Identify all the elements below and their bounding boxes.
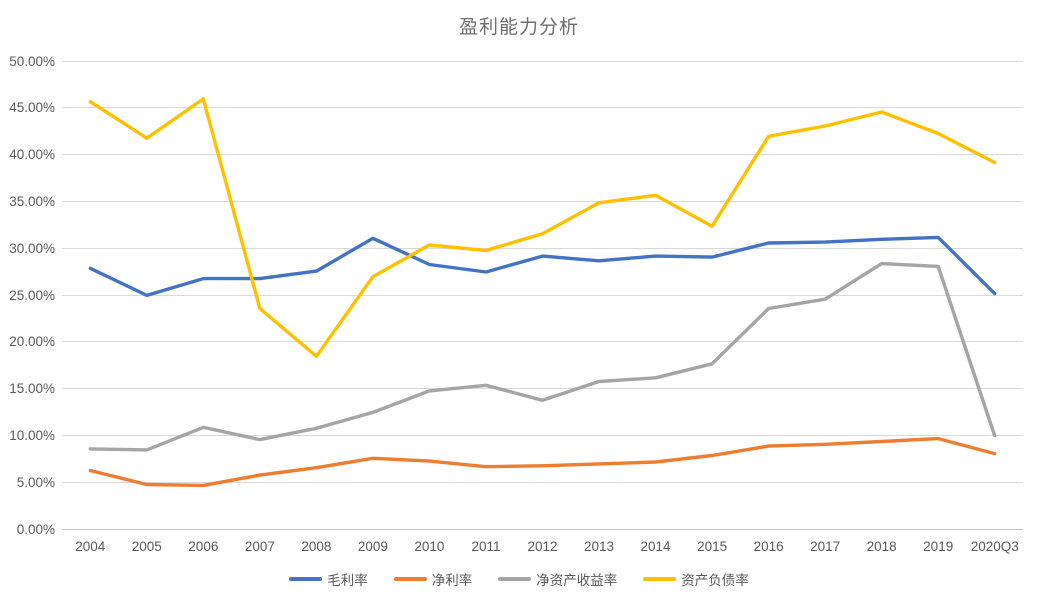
series-line [88,97,997,358]
legend-swatch-icon [643,577,677,581]
y-tick-label: 40.00% [9,147,55,162]
y-tick-label: 15.00% [9,381,55,396]
series-line [88,436,997,488]
x-tick-label: 2014 [641,539,672,554]
legend-label: 净利率 [431,573,473,588]
x-tick-label: 2019 [923,539,953,554]
x-tick-label: 2006 [188,539,218,554]
y-tick-label: 0.00% [17,522,55,537]
x-tick-label: 2011 [471,539,500,554]
x-tick-label: 2017 [810,539,840,554]
plot-area: 0.00% 5.00% 10.00% 15.00% 20.00% 25.00% 30.00%… [9,54,1023,554]
x-tick-label: 2018 [867,539,897,554]
legend-item: 净资产收益率 [498,569,617,589]
legend-swatch-icon [498,577,532,581]
y-tick-label: 20.00% [9,334,55,349]
legend-label: 毛利率 [327,573,368,588]
chart-title: 盈利能力分析 [458,17,579,38]
series-line [88,261,997,452]
x-tick-label: 2012 [527,539,557,554]
legend-swatch-icon [289,577,323,581]
legend-label: 净资产收益率 [536,573,618,588]
x-tick-label: 2007 [245,539,275,554]
legend-item: 资产负债率 [643,569,749,589]
y-tick-label: 25.00% [9,288,55,303]
legend-item: 净利率 [393,569,473,589]
y-tick-label: 30.00% [9,241,55,256]
x-tick-label: 2005 [132,539,162,554]
y-tick-label: 35.00% [9,194,55,209]
x-tick-label: 2004 [75,539,106,554]
x-tick-label: 2008 [301,539,331,554]
x-tick-label: 2009 [358,539,388,554]
y-tick-label: 50.00% [9,54,55,69]
legend: 毛利率 净利率 净资产收益率 资产负债率 [0,569,1038,589]
legend-label: 资产负债率 [681,573,749,588]
x-tick-label: 2010 [414,539,444,554]
y-tick-label: 5.00% [17,475,55,490]
x-tick-label: 2015 [697,539,727,554]
x-tick-label: 2016 [754,539,784,554]
y-tick-label: 10.00% [9,428,55,443]
legend-item: 毛利率 [289,569,368,589]
y-tick-label: 45.00% [9,100,55,115]
series-line [88,235,997,298]
legend-swatch-icon [393,577,427,581]
x-tick-label: 2013 [584,539,614,554]
x-tick-label: 2020Q3 [971,539,1019,554]
